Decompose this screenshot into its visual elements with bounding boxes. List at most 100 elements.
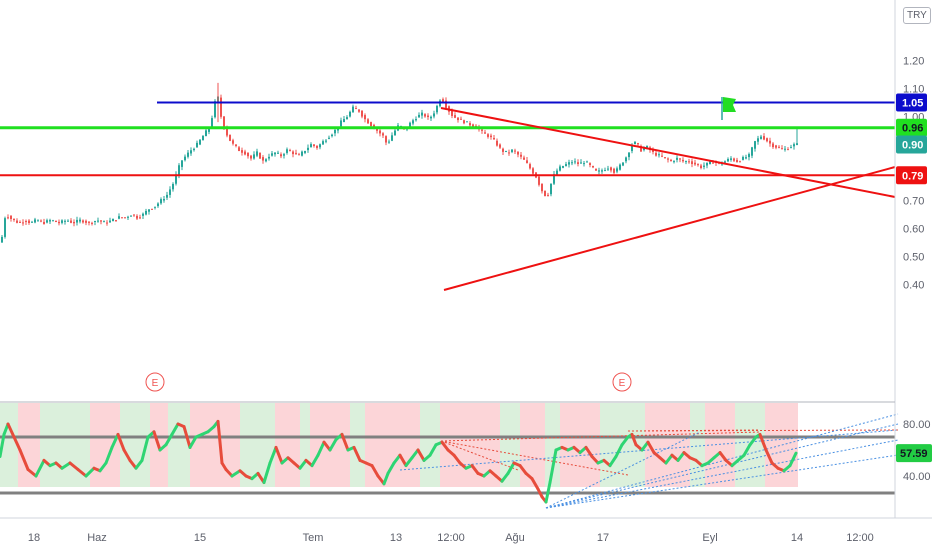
- osc-segment: [122, 448, 132, 462]
- candle-body: [109, 220, 111, 223]
- candle-body: [511, 149, 513, 152]
- candle-body: [307, 147, 309, 151]
- candle-body: [607, 168, 609, 170]
- osc-segment: [470, 464, 480, 475]
- candle-body: [772, 143, 774, 148]
- candle-body: [40, 220, 42, 222]
- candle-body: [223, 116, 225, 129]
- candle-body: [298, 154, 300, 156]
- candle-body: [334, 129, 336, 134]
- candle-body: [424, 114, 426, 117]
- candle-body: [565, 164, 567, 166]
- osc-band: [275, 403, 300, 487]
- candle-body: [166, 194, 168, 198]
- candle-body: [340, 120, 342, 127]
- candle-body: [697, 164, 699, 166]
- osc-segment: [216, 419, 224, 465]
- candle-body: [409, 122, 411, 128]
- candle-body: [526, 160, 528, 164]
- currency-badge[interactable]: TRY: [903, 7, 931, 24]
- osc-segment: [340, 432, 350, 452]
- candle-body: [139, 217, 141, 219]
- osc-segment: [316, 440, 326, 457]
- candles: [1, 82, 798, 243]
- candle-body: [358, 109, 360, 112]
- candle-body: [247, 152, 249, 157]
- candle-body: [664, 157, 666, 159]
- candle-body: [229, 134, 231, 141]
- osc-segment: [742, 443, 752, 457]
- osc-segment: [386, 461, 396, 475]
- candle-body: [31, 221, 33, 223]
- candle-body: [568, 162, 570, 165]
- candle-body: [442, 99, 444, 103]
- candle-body: [640, 145, 642, 152]
- osc-segment: [310, 453, 320, 468]
- price-tick-label: 1.10: [903, 84, 924, 96]
- candle-body: [604, 170, 606, 172]
- candle-body: [529, 164, 531, 169]
- candle-body: [172, 183, 174, 190]
- candle-body: [7, 217, 9, 219]
- osc-band: [765, 403, 798, 487]
- osc-band: [545, 403, 560, 487]
- candle-body: [775, 145, 777, 148]
- earnings-marker-label: E: [152, 378, 159, 389]
- candle-body: [661, 155, 663, 157]
- candle-body: [355, 108, 357, 110]
- candle-body: [643, 148, 645, 151]
- candle-body: [256, 151, 258, 156]
- candle-body: [610, 167, 612, 171]
- candle-body: [157, 203, 159, 207]
- candle-body: [94, 220, 96, 222]
- candle-body: [571, 162, 573, 164]
- osc-segment: [758, 432, 768, 452]
- candle-body: [490, 135, 492, 138]
- candle-body: [133, 214, 135, 216]
- osc-band: [560, 403, 600, 487]
- candle-body: [658, 154, 660, 156]
- osc-segment: [584, 445, 594, 458]
- earnings-marker: [145, 372, 165, 392]
- candle-body: [583, 163, 585, 165]
- osc-value-tag: [896, 444, 932, 463]
- candle-body: [22, 222, 24, 224]
- candle-body: [1, 236, 3, 243]
- osc-segment: [518, 464, 528, 475]
- candle-body: [436, 105, 438, 113]
- candle-body: [451, 110, 453, 116]
- flag-icon: [723, 97, 736, 112]
- candle-body: [49, 220, 51, 222]
- candle-body: [316, 145, 318, 148]
- osc-band: [705, 403, 735, 487]
- osc-segment: [68, 461, 80, 471]
- osc-segment: [500, 471, 510, 483]
- candle-body: [691, 161, 693, 165]
- candle-body: [781, 148, 783, 150]
- candle-body: [712, 162, 714, 164]
- osc-segment: [128, 458, 138, 470]
- price-tick-label: 1.20: [903, 56, 924, 68]
- candle-body: [19, 221, 21, 223]
- candle-body: [37, 220, 39, 222]
- candle-body: [13, 218, 15, 221]
- candle-body: [145, 210, 147, 215]
- osc-segment: [788, 451, 798, 468]
- osc-segment: [328, 438, 338, 452]
- candle-body: [580, 162, 582, 164]
- osc-band: [190, 403, 215, 487]
- osc-segment: [404, 456, 414, 468]
- osc-band: [610, 403, 645, 487]
- candle-body: [196, 142, 198, 148]
- candle-body: [67, 220, 69, 222]
- candle-body: [487, 134, 489, 137]
- osc-band: [350, 403, 365, 487]
- time-tick-label: 13: [390, 532, 402, 544]
- osc-band: [168, 403, 190, 487]
- candle-body: [10, 215, 12, 219]
- candle-body: [184, 156, 186, 161]
- candle-body: [433, 113, 435, 117]
